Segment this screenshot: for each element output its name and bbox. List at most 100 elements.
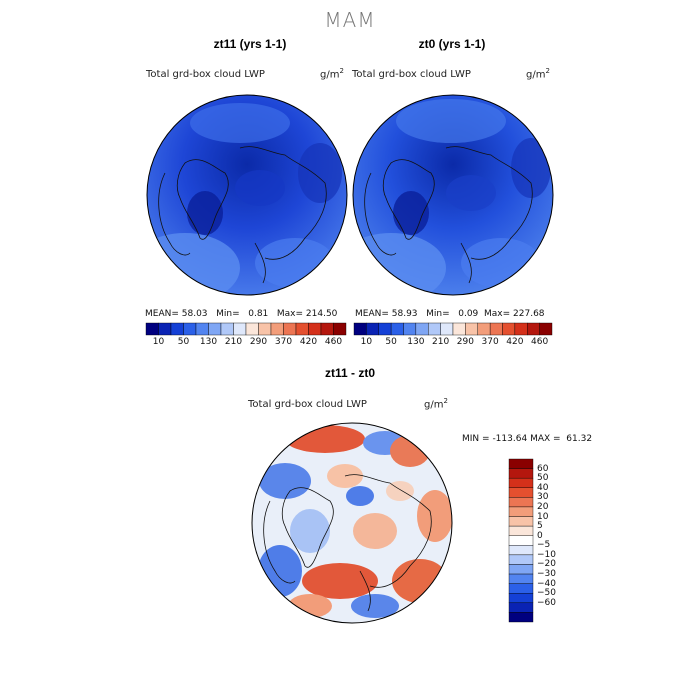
- panel-2-colorbar-swatch: [527, 322, 540, 336]
- panel-1-colorbar-swatch: [308, 322, 322, 336]
- panel-2-polar-map: [352, 94, 554, 296]
- panel-2-colorbar-tick-label: 420: [506, 337, 524, 347]
- panel-2-stats: MEAN= 58.93 Min= 0.09 Max= 227.68: [355, 309, 545, 319]
- panel-1-colorbar-swatch: [295, 322, 309, 336]
- panel-2-colorbar-tick-label: 10: [360, 337, 373, 347]
- diff-panel-title: zt11 - zt0: [324, 366, 375, 380]
- panel-2-colorbar-swatch: [353, 322, 367, 336]
- panel-2-colorbar-swatch: [465, 322, 478, 336]
- panel-1-colorbar-tick-label: 210: [224, 337, 243, 347]
- panel-2-colorbar-swatch: [428, 322, 441, 336]
- panel-1-colorbar-swatch: [258, 322, 272, 336]
- diff-panel-colorbar-tick-label: −30: [537, 569, 556, 580]
- panel-1-colorbar-swatch: [283, 322, 297, 336]
- diff-panel-colorbar-swatch: [508, 612, 534, 623]
- panel-1-colorbar-swatch: [208, 322, 222, 336]
- panel-2-colorbar-swatch: [514, 322, 528, 336]
- panel-1-units: g/m2: [320, 67, 344, 81]
- panel-1-map-border: [146, 94, 348, 296]
- panel-2-colorbar-swatch: [403, 322, 417, 336]
- panel-1-colorbar-swatch: [245, 322, 259, 336]
- panel-1-colorbar: [145, 322, 347, 336]
- panel-1-colorbar-swatch: [333, 322, 347, 336]
- panel-2-colorbar-tick-label: 50: [385, 337, 397, 347]
- diff-panel-colorbar-swatch: [508, 497, 534, 508]
- panel-1-colorbar-tick-label: 370: [274, 337, 293, 347]
- diff-panel-colorbar-swatch: [508, 525, 534, 536]
- diff-panel-colorbar-swatch: [508, 554, 534, 565]
- figure-title: MAM: [324, 8, 376, 32]
- panel-2-colorbar-swatch: [477, 322, 491, 336]
- panel-2-max: 227.68: [513, 309, 545, 319]
- diff-panel-colorbar-swatch: [508, 545, 534, 556]
- panel-1-colorbar-swatch: [233, 322, 247, 336]
- diff-panel-colorbar-swatch: [508, 602, 534, 613]
- diff-panel-variable-label: Total grd-box cloud LWP: [248, 399, 367, 410]
- panel-1-colorbar-tick-label: 460: [324, 337, 343, 347]
- panel-1-coastline-greenland: [176, 159, 229, 240]
- diff-panel-colorbar-tick-label: −50: [537, 588, 556, 599]
- panel-1-colorbar-tick-label: 130: [199, 337, 218, 347]
- panel-2-colorbar-swatch: [415, 322, 429, 336]
- panel-2-coastline-america: [364, 172, 397, 256]
- panel-2-colorbar-swatch: [452, 322, 466, 336]
- panel-1-colorbar-swatch: [270, 322, 284, 336]
- panel-2-coastline-greenland: [382, 159, 435, 240]
- panel-1-mean: 58.03: [181, 309, 208, 319]
- panel-2-colorbar-swatch: [502, 322, 516, 336]
- diff-panel-colorbar-tick-label: −20: [537, 559, 556, 570]
- panel-1-min: 0.81: [248, 309, 269, 319]
- panel-2-colorbar-ticks: 10 50 130 210 290 370 420 460: [354, 337, 552, 349]
- diff-panel-colorbar-tick-label: 60: [537, 463, 549, 474]
- diff-panel-min: -113.64: [492, 434, 528, 444]
- panel-2-colorbar-tick-label: 460: [531, 337, 549, 347]
- diff-panel-colorbar-swatch: [508, 458, 534, 469]
- panel-1-variable-label: Total grd-box cloud LWP: [146, 69, 265, 80]
- diff-panel-colorbar-tick-label: −40: [537, 578, 556, 589]
- panel-1-colorbar-swatch: [220, 322, 234, 336]
- diff-panel-colorbar-tick-label: 10: [537, 511, 549, 522]
- panel-2-variable-label: Total grd-box cloud LWP: [352, 69, 471, 80]
- diff-panel-coastline-eurasia: [344, 474, 432, 588]
- panel-1-colorbar-swatch: [195, 322, 209, 336]
- diff-panel-map-border: [251, 422, 453, 624]
- diff-panel-colorbar-swatch: [508, 573, 534, 584]
- diff-panel-coastline-greenland: [281, 487, 334, 568]
- diff-panel-colorbar-swatch: [508, 564, 534, 575]
- panel-1-colorbar-swatch: [158, 322, 172, 336]
- panel-2-colorbar-swatch: [366, 322, 379, 336]
- diff-panel-colorbar-swatch: [508, 487, 534, 498]
- panel-2-colorbar-swatch: [539, 322, 553, 336]
- panel-2-colorbar-tick-label: 290: [456, 337, 474, 347]
- diff-panel-colorbar-tick-label: 20: [537, 501, 549, 512]
- diff-panel-colorbar-swatch: [508, 506, 534, 517]
- panel-1-stats: MEAN= 58.03 Min= 0.81 Max= 214.50: [145, 309, 338, 319]
- diff-panel-colorbar-tick-label: −5: [537, 540, 551, 551]
- diff-panel-colorbar-ticks: 60 50 40 30 20 10 5 0 −5 −10 −20 −30 −40 −50 −60: [537, 459, 577, 622]
- diff-panel-coastline-america: [263, 500, 296, 584]
- panel-1-max: 214.50: [305, 309, 338, 319]
- panel-2-map-border: [352, 94, 554, 296]
- panel-1-colorbar-tick-label: 10: [152, 337, 165, 347]
- panel-1-coastline-america: [158, 172, 191, 256]
- panel-2-colorbar: [353, 322, 553, 336]
- panel-2-colorbar-tick-label: 210: [432, 337, 450, 347]
- panel-1-coastline-eurasia: [239, 146, 327, 260]
- diff-panel-stats: MIN = -113.64 MAX = 61.32: [462, 434, 593, 444]
- panel-2-title: zt0 (yrs 1-1): [418, 37, 486, 51]
- diff-panel-units: g/m2: [424, 397, 448, 411]
- diff-panel-colorbar-tick-label: 5: [537, 521, 543, 532]
- panel-1-colorbar-tick-label: 420: [299, 337, 318, 347]
- diff-panel-polar-map: [251, 422, 453, 624]
- diff-panel-colorbar-tick-label: 0: [537, 530, 543, 541]
- panel-2-colorbar-tick-label: 370: [481, 337, 499, 347]
- panel-2-coastline-eurasia: [445, 146, 533, 260]
- diff-panel-colorbar-swatch: [508, 477, 534, 488]
- panel-1-polar-map: [146, 94, 348, 296]
- panel-1-colorbar-ticks: 10 50 130 210 290 370 420 460: [146, 337, 346, 349]
- panel-1-colorbar-swatch: [320, 322, 334, 336]
- diff-panel-colorbar-swatch: [508, 468, 534, 479]
- diff-panel-colorbar-swatch: [508, 583, 534, 594]
- panel-1-colorbar-swatch: [183, 322, 197, 336]
- diff-panel-colorbar: [508, 458, 534, 623]
